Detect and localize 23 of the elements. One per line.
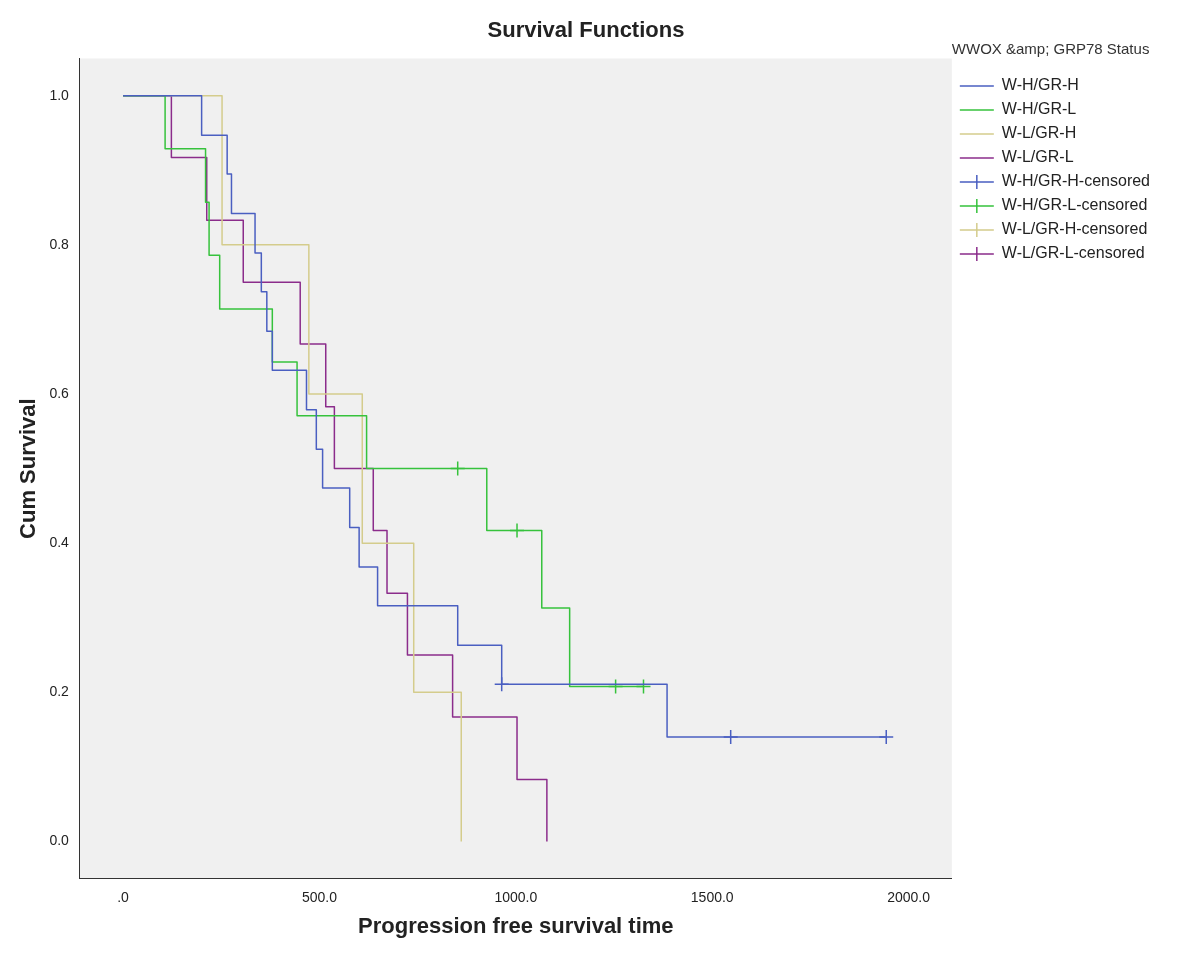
x-tick-label: 2000.0 <box>887 889 931 906</box>
legend-label: W-H/GR-L-censored <box>1001 196 1148 214</box>
x-tick-label: 1500.0 <box>690 889 734 906</box>
legend-label: W-H/GR-L <box>1001 100 1077 118</box>
y-tick-label: 1.0 <box>49 86 70 103</box>
legend-label: W-H/GR-H-censored <box>1001 172 1150 190</box>
y-tick-label: 0.0 <box>49 832 70 849</box>
x-tick-label: 1000.0 <box>494 889 538 906</box>
y-tick-label: 0.4 <box>49 534 70 551</box>
legend-label: W-H/GR-H <box>1001 76 1079 94</box>
legend-label: W-L/GR-H-censored <box>1001 220 1148 238</box>
legend-label: W-L/GR-L-censored <box>1001 244 1145 262</box>
y-tick-label: 0.6 <box>49 384 70 401</box>
legend-title: WWOX &amp; GRP78 Status <box>951 39 1150 57</box>
x-axis-title: Progression free survival time <box>358 912 674 938</box>
chart-title: Survival Functions <box>487 17 685 43</box>
x-tick-label: .0 <box>117 889 130 906</box>
legend-label: W-L/GR-H <box>1001 124 1077 142</box>
y-tick-label: 0.8 <box>49 235 70 252</box>
x-tick-label: 500.0 <box>301 889 338 906</box>
y-tick-label: 0.2 <box>49 683 70 700</box>
y-axis-title: Cum Survival <box>15 398 41 539</box>
legend-label: W-L/GR-L <box>1001 148 1074 166</box>
